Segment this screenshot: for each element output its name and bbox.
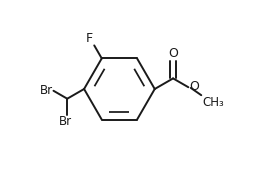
Text: O: O bbox=[189, 80, 199, 93]
Text: Br: Br bbox=[59, 115, 72, 128]
Text: F: F bbox=[86, 32, 93, 44]
Text: Br: Br bbox=[40, 84, 53, 97]
Text: CH₃: CH₃ bbox=[202, 96, 224, 109]
Text: O: O bbox=[168, 47, 178, 60]
